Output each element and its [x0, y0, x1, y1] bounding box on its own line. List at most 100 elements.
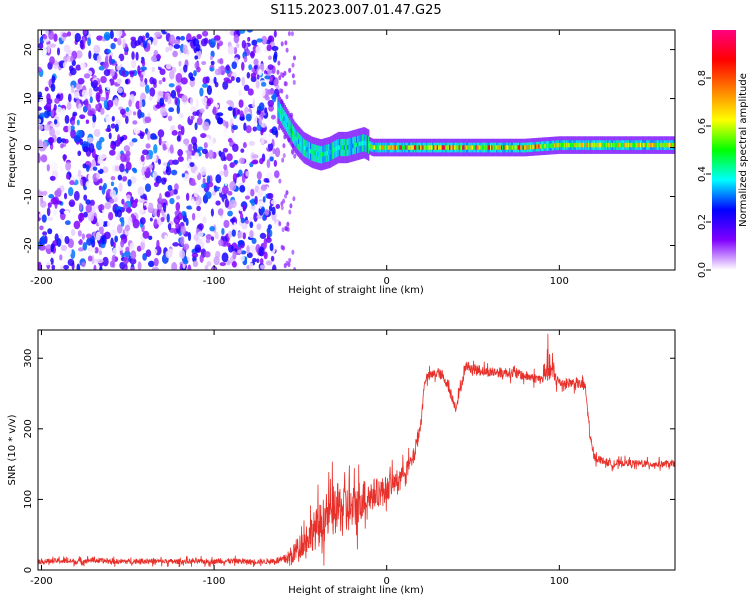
heatmap-cell [145, 249, 152, 257]
heatmap-cell [158, 192, 162, 203]
heatmap-cell [535, 144, 538, 149]
heatmap-cell [194, 244, 202, 253]
heatmap-cell [381, 145, 383, 150]
heatmap-cell [370, 144, 372, 149]
heatmap-cell [116, 133, 121, 144]
heatmap-cell [532, 144, 534, 150]
heatmap-cell [79, 138, 84, 146]
heatmap-cell [92, 166, 98, 171]
x-tick-label: 100 [550, 276, 569, 287]
heatmap-cell [491, 145, 493, 150]
heatmap-cell [606, 142, 608, 148]
heatmap-cell [353, 143, 355, 148]
heatmap-cell [108, 198, 115, 204]
heatmap-cell [149, 87, 156, 97]
heatmap-cell [100, 75, 107, 84]
heatmap-cell [237, 109, 241, 115]
heatmap-cell [227, 190, 233, 196]
heatmap-cell [562, 142, 564, 148]
heatmap-cell [288, 67, 292, 73]
heatmap-cell [98, 218, 104, 228]
heatmap-cell [259, 87, 266, 97]
heatmap-cell [213, 76, 217, 85]
x-tick-label: -100 [203, 276, 226, 287]
heatmap-cell [238, 99, 244, 108]
heatmap-cells [38, 30, 675, 270]
heatmap-cell [203, 142, 208, 149]
heatmap-cell [256, 223, 262, 231]
heatmap-cell [660, 142, 662, 148]
heatmap-cell [604, 142, 607, 148]
heatmap-cell [86, 237, 93, 246]
heatmap-cell [83, 194, 88, 201]
heatmap-cell [87, 110, 95, 117]
heatmap-cell [267, 136, 273, 145]
heatmap-cell [57, 88, 64, 94]
heatmap-cell [125, 246, 130, 253]
heatmap-cell [144, 116, 152, 124]
heatmap-cell [463, 145, 465, 150]
heatmap-cell [77, 230, 82, 237]
heatmap-cell [301, 143, 303, 148]
heatmap-cell [653, 142, 655, 148]
heatmap-cell [102, 61, 110, 69]
heatmap-cell [241, 39, 247, 49]
heatmap-cell [271, 126, 278, 136]
heatmap-cell [440, 145, 442, 150]
heatmap-cell [258, 116, 262, 126]
heatmap-cell [165, 166, 170, 173]
heatmap-cell [172, 242, 180, 247]
heatmap-cell [522, 145, 525, 150]
heatmap-cell [554, 143, 556, 148]
heatmap-cell [422, 145, 424, 150]
heatmap-cell [365, 141, 367, 146]
heatmap-cell [181, 173, 185, 178]
heatmap-cell [202, 121, 210, 131]
heatmap-cell [486, 145, 488, 150]
heatmap-cell [283, 116, 285, 121]
heatmap-cell [48, 30, 55, 41]
heatmap-cell [164, 191, 171, 198]
heatmap-cell [502, 145, 504, 150]
heatmap-cell [116, 78, 122, 85]
heatmap-cell [38, 244, 46, 251]
heatmap-cell [411, 145, 413, 150]
heatmap-cell [264, 95, 270, 101]
colorbar-tick-label: 0.0 [697, 262, 708, 278]
x-tick-label: -100 [203, 576, 226, 587]
heatmap-cell [152, 152, 157, 162]
heatmap-cell [336, 146, 338, 151]
heatmap-cell [172, 189, 178, 195]
heatmap-cell [77, 77, 85, 85]
heatmap-cell [659, 142, 661, 148]
heatmap-cell [147, 202, 154, 213]
heatmap-cell [132, 120, 138, 125]
heatmap-cell [263, 240, 268, 249]
heatmap-cell [274, 147, 281, 158]
heatmap-cell [198, 223, 204, 231]
heatmap-cell [383, 145, 386, 150]
heatmap-cell [658, 142, 660, 148]
heatmap-cell [164, 94, 168, 103]
heatmap-cell [508, 145, 510, 150]
heatmap-cell [151, 66, 155, 73]
heatmap-cell [119, 108, 126, 115]
heatmap-cell [79, 39, 85, 49]
heatmap-cell [152, 78, 157, 85]
heatmap-cell [111, 254, 116, 264]
heatmap-cell [110, 181, 115, 187]
heatmap-cell [146, 130, 151, 141]
heatmap-cell [338, 145, 341, 150]
heatmap-cell [424, 145, 427, 150]
snr-x-ticks: -200 -100 0 100 [30, 330, 569, 587]
heatmap-cell [538, 144, 540, 149]
heatmap-cell [54, 130, 61, 136]
heatmap-cell [596, 142, 598, 148]
heatmap-cell [93, 128, 101, 138]
heatmap-cell [131, 51, 135, 60]
heatmap-cell [67, 247, 72, 256]
heatmap-cell [89, 199, 95, 207]
heatmap-cell [180, 225, 187, 235]
heatmap-cell [226, 99, 233, 105]
heatmap-cell [67, 258, 75, 267]
